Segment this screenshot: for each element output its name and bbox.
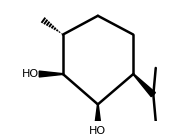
Polygon shape: [133, 74, 155, 97]
Polygon shape: [39, 71, 63, 77]
Polygon shape: [95, 104, 101, 124]
Text: HO: HO: [89, 126, 106, 135]
Text: HO: HO: [21, 69, 39, 79]
